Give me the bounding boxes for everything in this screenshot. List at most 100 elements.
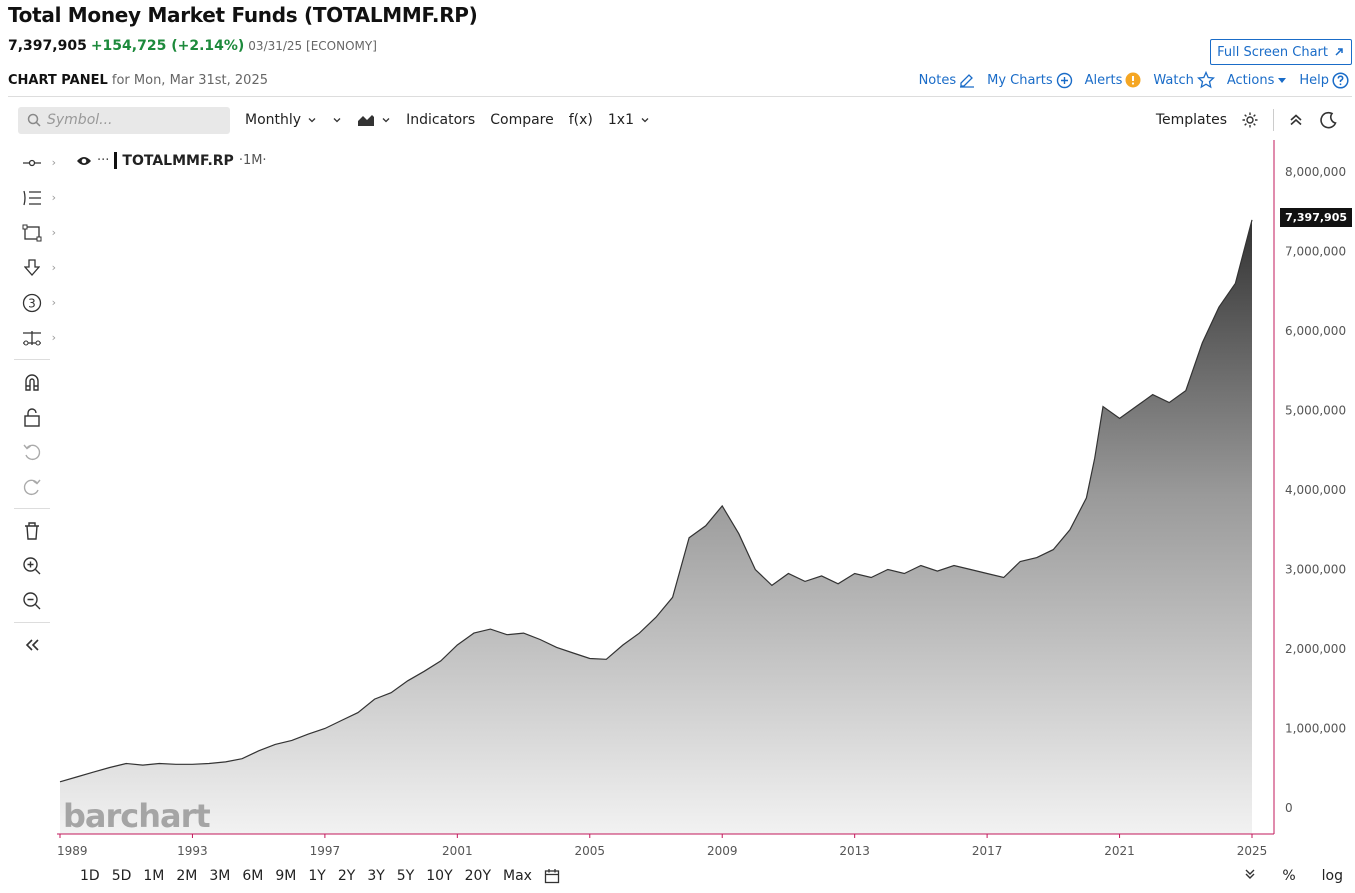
interval-dropdown[interactable]: Monthly (245, 112, 317, 128)
y-tick-label: 8,000,000 (1285, 165, 1346, 179)
help-label: Help (1299, 72, 1329, 88)
range-button[interactable]: 1D (80, 868, 100, 884)
chart-type-dropdown[interactable] (357, 113, 391, 127)
zoom-in-button[interactable] (8, 548, 56, 583)
range-button[interactable]: 2Y (337, 868, 356, 884)
extra-dropdown[interactable] (332, 115, 342, 125)
help-button[interactable]: Help (1299, 71, 1349, 89)
range-button[interactable]: 20Y (464, 868, 491, 884)
y-tick-label: 1,000,000 (1285, 722, 1346, 736)
expand-down-icon[interactable] (1244, 868, 1256, 884)
search-icon (27, 113, 41, 127)
x-tick-label: 1993 (177, 844, 208, 858)
actions-button[interactable]: Actions (1227, 73, 1288, 88)
line-series (59, 219, 1253, 783)
star-icon (1196, 71, 1215, 89)
annotation-tool[interactable]: 3 › (8, 285, 56, 320)
y-tick-label: 6,000,000 (1285, 324, 1346, 338)
chevron-down-icon (641, 118, 649, 123)
symbol-search-input[interactable]: Symbol... (18, 106, 230, 134)
header-divider (8, 96, 1352, 97)
caret-down-icon (1278, 78, 1287, 83)
collapse-sidebar-button[interactable] (8, 627, 56, 662)
numbered-marker-icon: 3 (22, 293, 42, 312)
chart-toolbar: Symbol... Monthly Indicators Compare f(x… (8, 103, 1352, 137)
barchart-watermark: barchart (63, 797, 211, 835)
y-tick-label: 4,000,000 (1285, 483, 1346, 497)
fx-button[interactable]: f(x) (568, 112, 593, 128)
range-button[interactable]: Max (503, 868, 532, 884)
percent-scale-button[interactable]: % (1282, 868, 1296, 884)
watch-label: Watch (1153, 72, 1194, 88)
calendar-icon[interactable] (544, 868, 560, 884)
notes-button[interactable]: Notes (919, 72, 976, 88)
redo-icon (23, 479, 41, 495)
compare-button[interactable]: Compare (490, 112, 554, 128)
fibonacci-tool[interactable]: › (8, 180, 56, 215)
collapse-up-icon[interactable] (1288, 112, 1304, 128)
legend-period: ·1M· (238, 153, 267, 168)
double-chevron-left-icon (25, 638, 39, 651)
external-arrow-icon (1335, 48, 1343, 56)
range-button[interactable]: 1Y (308, 868, 326, 884)
area-series (60, 219, 1252, 834)
drawing-tools-sidebar: › › › › 3 › › (8, 145, 56, 662)
y-axis: 0 1,000,000 2,000,000 3,000,000 4,000,000 5,0… (1285, 165, 1346, 815)
range-button[interactable]: 10Y (426, 868, 453, 884)
more-icon[interactable]: ··· (97, 153, 110, 168)
x-tick-label: 2009 (707, 844, 738, 858)
delete-drawings-button[interactable] (8, 513, 56, 548)
chevron-right-icon: › (51, 261, 56, 274)
chevron-right-icon: › (51, 191, 56, 204)
arrow-tool[interactable]: › (8, 250, 56, 285)
shape-tool[interactable]: › (8, 215, 56, 250)
price-chart[interactable]: 0 1,000,000 2,000,000 3,000,000 4,000,000 5,0… (57, 140, 1355, 865)
y-tick-label: 0 (1285, 801, 1293, 815)
undo-button[interactable] (8, 434, 56, 469)
x-tick-label: 2017 (972, 844, 1003, 858)
quote-meta: 03/31/25 [ECONOMY] (248, 39, 377, 53)
range-button[interactable]: 3Y (367, 868, 385, 884)
chart-panel-label: CHART PANEL for Mon, Mar 31st, 2025 (8, 73, 268, 88)
full-screen-chart-button[interactable]: Full Screen Chart (1210, 39, 1352, 65)
toolbar-right: Templates (1156, 109, 1338, 131)
layout-dropdown[interactable]: 1x1 (608, 112, 650, 128)
line-tool[interactable]: › (8, 145, 56, 180)
measure-tool[interactable]: › (8, 320, 56, 355)
alert-icon (1125, 72, 1141, 88)
range-button[interactable]: 5D (111, 868, 132, 884)
panel-actions: Notes My Charts Alerts Watch Actions Hel… (919, 71, 1349, 89)
y-tick-label: 7,000,000 (1285, 245, 1346, 259)
time-range-bar: 1D 5D 1M 2M 3M 6M 9M 1Y 2Y 3Y 5Y 10Y 20Y Max (80, 868, 560, 884)
interval-label: Monthly (245, 112, 302, 128)
lock-tool[interactable] (8, 399, 56, 434)
x-tick-label: 2025 (1237, 844, 1268, 858)
eye-icon[interactable] (76, 155, 92, 167)
range-button[interactable]: 2M (176, 868, 198, 884)
scale-options: % log (1244, 868, 1343, 884)
range-button[interactable]: 1M (143, 868, 165, 884)
toolbar-divider (1273, 109, 1274, 131)
indicators-button[interactable]: Indicators (406, 112, 476, 128)
gear-icon[interactable] (1241, 111, 1259, 129)
magnet-icon (25, 373, 39, 391)
moon-icon[interactable] (1318, 110, 1338, 130)
chevron-right-icon: › (51, 296, 56, 309)
range-button[interactable]: 5Y (396, 868, 415, 884)
zoom-out-button[interactable] (8, 583, 56, 618)
chevron-down-icon (382, 118, 390, 123)
legend-symbol: TOTALMMF.RP (122, 152, 234, 169)
templates-button[interactable]: Templates (1155, 112, 1227, 128)
quote-line: 7,397,905 +154,725 (+2.14%) 03/31/25 [EC… (8, 38, 377, 54)
log-scale-button[interactable]: log (1321, 868, 1343, 884)
range-button[interactable]: 9M (275, 868, 297, 884)
magnet-tool[interactable] (8, 364, 56, 399)
alerts-button[interactable]: Alerts (1085, 72, 1142, 88)
range-button[interactable]: 6M (242, 868, 264, 884)
redo-button[interactable] (8, 469, 56, 504)
watch-button[interactable]: Watch (1153, 71, 1215, 89)
my-charts-button[interactable]: My Charts (987, 72, 1073, 89)
zoom-in-icon (23, 556, 41, 574)
tools-divider (14, 359, 50, 360)
range-button[interactable]: 3M (209, 868, 231, 884)
